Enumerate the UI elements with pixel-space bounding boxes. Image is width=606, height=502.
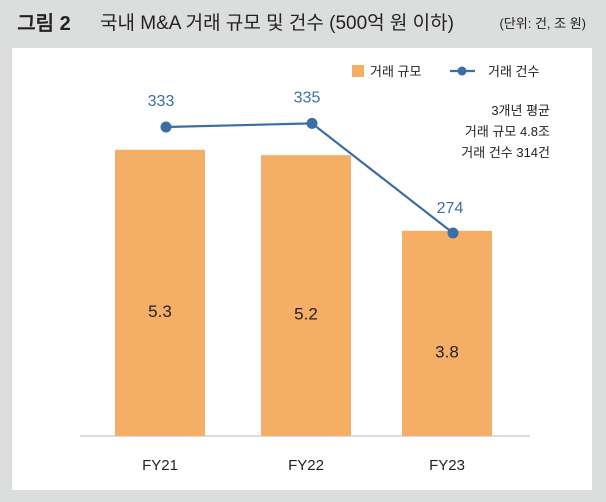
count-label-FY23: 274 bbox=[437, 200, 464, 217]
count-label-FY21: 333 bbox=[148, 93, 175, 110]
count-point-FY21 bbox=[160, 121, 172, 133]
count-label-FY22: 335 bbox=[294, 89, 321, 106]
unit-label: (단위: 건, 조 원) bbox=[499, 16, 586, 31]
bar-label-FY21: 5.3 bbox=[148, 302, 172, 321]
title-bar: 국내 M&A 거래 규모 및 건수 (500억 원 이하) (단위: 건, 조 … bbox=[88, 6, 598, 42]
figure-label: 그림 2 bbox=[4, 6, 84, 42]
x-tick-FY22: FY22 bbox=[288, 457, 324, 474]
annotation-line-1: 거래 규모 4.8조 bbox=[465, 124, 550, 139]
legend-line-marker bbox=[457, 66, 467, 76]
bar-FY23 bbox=[402, 230, 492, 436]
bar-FY22 bbox=[261, 155, 351, 436]
bar-label-FY23: 3.8 bbox=[435, 342, 459, 361]
bar-FY21 bbox=[115, 149, 205, 437]
annotation-line-0: 3개년 평균 bbox=[491, 103, 550, 118]
legend-line-label: 거래 건수 bbox=[488, 64, 539, 79]
chart-title: 국내 M&A 거래 규모 및 건수 (500억 원 이하) bbox=[100, 13, 454, 34]
x-tick-FY23: FY23 bbox=[429, 457, 465, 474]
annotation-line-2: 거래 건수 314건 bbox=[461, 145, 550, 160]
x-tick-FY21: FY21 bbox=[142, 457, 178, 474]
count-point-FY22 bbox=[306, 117, 318, 129]
bar-label-FY22: 5.2 bbox=[294, 305, 318, 324]
count-point-FY23 bbox=[447, 227, 459, 239]
legend-bar-swatch bbox=[352, 65, 364, 77]
legend-bar-label: 거래 규모 bbox=[370, 64, 421, 79]
